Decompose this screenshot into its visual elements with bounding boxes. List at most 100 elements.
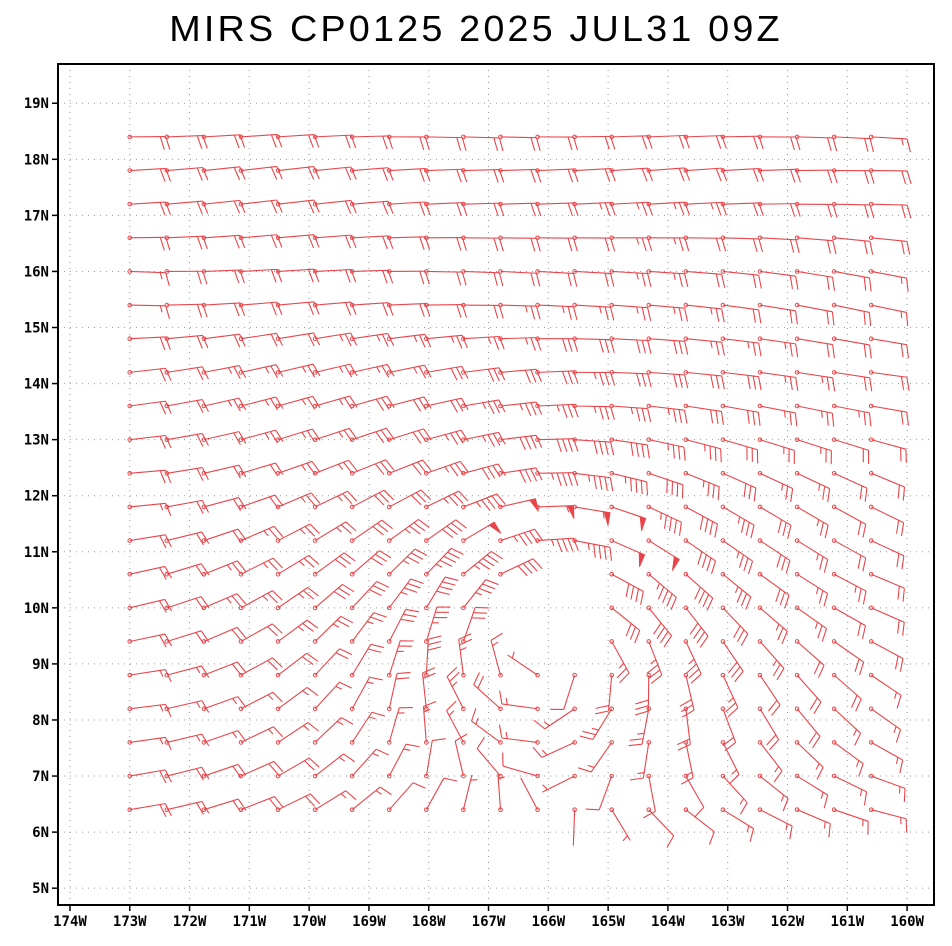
barb-station <box>646 470 652 476</box>
barb-station <box>683 605 689 611</box>
wind-barb <box>646 370 689 389</box>
barb-station <box>238 740 244 745</box>
barb-staff <box>833 472 868 489</box>
barb-flag <box>373 612 387 618</box>
barb-flag <box>419 136 425 151</box>
barb-flag <box>758 342 762 357</box>
barb-staff <box>500 401 537 407</box>
barb-station <box>831 571 837 577</box>
barb-half-flag <box>267 694 274 701</box>
wind-barb <box>757 538 791 574</box>
barb-staff <box>685 439 721 450</box>
barb-half-flag <box>901 138 904 146</box>
barb-half-flag <box>336 720 344 726</box>
wind-barb <box>609 167 653 182</box>
barb-staff <box>722 809 754 830</box>
barb-station <box>831 639 837 644</box>
wind-barb <box>794 672 822 714</box>
barb-flag <box>396 671 411 675</box>
barb-half-flag <box>492 641 499 647</box>
barb-flag <box>663 635 672 648</box>
barb-staff <box>388 673 398 709</box>
barb-station <box>794 470 800 476</box>
barb-flag <box>593 440 598 455</box>
barb-flag <box>350 301 357 315</box>
barb-flag <box>702 594 710 608</box>
barb-flag <box>231 629 242 641</box>
barb-flag <box>630 586 635 600</box>
barb-flag <box>709 445 712 460</box>
wind-barb <box>424 635 442 678</box>
barb-flag <box>789 825 793 840</box>
barb-flag <box>422 459 432 472</box>
barb-flag <box>567 404 574 418</box>
wind-barb <box>646 336 689 355</box>
barb-staff <box>537 472 574 474</box>
barb-staff <box>203 497 239 508</box>
barb-flag <box>451 547 464 555</box>
barb-staff <box>203 593 238 609</box>
barb-flag <box>832 377 836 392</box>
barb-staff <box>314 648 340 676</box>
barb-staff <box>352 427 387 441</box>
barb-flag <box>610 441 615 456</box>
barb-staff <box>574 168 611 172</box>
barb-flag <box>562 438 568 453</box>
barb-flag <box>572 306 578 321</box>
wind-barb <box>572 538 613 561</box>
barb-flag <box>897 484 900 499</box>
barb-flag <box>678 237 684 252</box>
barb-flag <box>304 760 315 771</box>
barb-flag <box>238 464 247 478</box>
barb-flag <box>535 238 541 252</box>
barb-half-flag <box>299 528 306 535</box>
wind-barb <box>127 167 171 182</box>
barb-staff <box>722 708 737 743</box>
barb-flag <box>380 461 390 473</box>
barb-flag <box>752 274 757 289</box>
barb-flag <box>677 743 691 751</box>
wind-barb <box>757 571 790 609</box>
barb-flag <box>196 468 204 481</box>
barb-flag <box>857 555 862 569</box>
barb-staff <box>796 708 821 737</box>
wind-barb <box>720 807 755 842</box>
barb-half-flag <box>685 771 693 777</box>
barb-half-flag <box>784 375 787 383</box>
barb-flag <box>165 305 171 320</box>
barb-half-flag <box>264 432 270 440</box>
wind-barb <box>831 773 868 806</box>
wind-barb <box>535 336 579 352</box>
barb-flag <box>664 515 667 529</box>
barb-staff <box>833 741 864 765</box>
wind-barb <box>349 612 387 644</box>
barb-flag <box>567 371 574 385</box>
barb-flag <box>578 767 592 773</box>
barb-flag <box>306 619 319 629</box>
wind-barb <box>720 336 762 357</box>
barb-flag <box>272 590 283 601</box>
barb-staff <box>648 573 677 598</box>
wind-barb <box>275 722 319 745</box>
barb-staff <box>203 199 240 205</box>
wind-barb <box>238 760 284 779</box>
barb-flag <box>236 661 247 673</box>
wind-barb <box>312 301 357 316</box>
wind-barb <box>609 639 630 684</box>
barb-flag <box>869 377 873 392</box>
barb-staff <box>870 607 905 623</box>
barb-staff <box>426 202 463 205</box>
barb-station <box>720 706 726 712</box>
barb-flag <box>345 235 352 249</box>
wind-barb <box>386 201 431 216</box>
barb-staff <box>501 737 538 743</box>
barb-station <box>238 538 244 543</box>
barb-flag <box>530 238 536 252</box>
wind-barb <box>720 672 739 718</box>
barb-flag <box>159 336 166 351</box>
barb-flag <box>789 342 793 357</box>
barb-staff <box>537 537 574 542</box>
wind-barb <box>275 619 319 644</box>
barb-half-flag <box>450 336 455 343</box>
barb-half-flag <box>524 305 528 313</box>
